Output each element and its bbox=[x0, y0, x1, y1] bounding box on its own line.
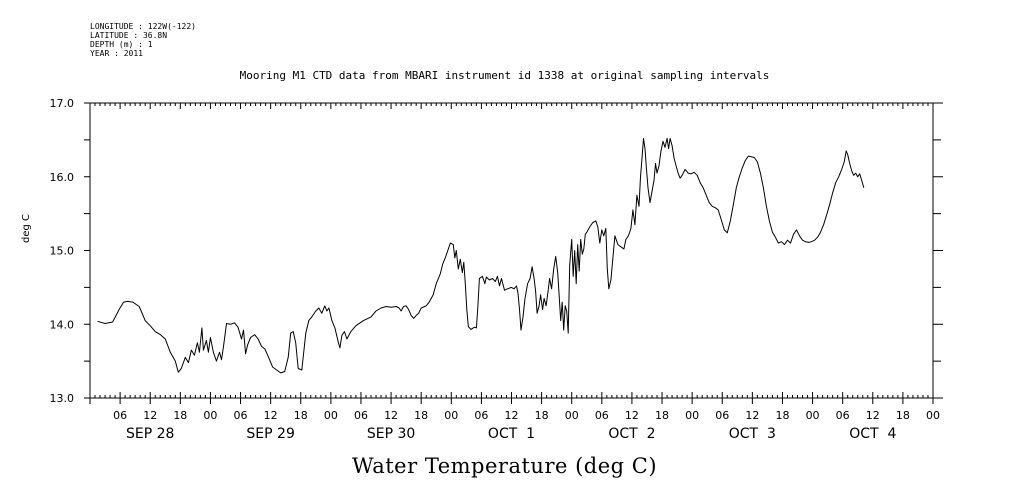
x-day-label: OCT 4 bbox=[849, 426, 896, 442]
x-tick-label: 12 bbox=[505, 409, 519, 422]
x-tick-label: 06 bbox=[474, 409, 488, 422]
x-tick-label: 00 bbox=[444, 409, 458, 422]
x-day-label: SEP 28 bbox=[126, 426, 174, 442]
x-tick-label: 06 bbox=[595, 409, 609, 422]
x-tick-label: 00 bbox=[324, 409, 338, 422]
x-tick-label: 06 bbox=[715, 409, 729, 422]
depth-label: DEPTH (m) : 1 bbox=[90, 40, 153, 49]
x-tick-label: 00 bbox=[926, 409, 940, 422]
x-tick-label: 00 bbox=[685, 409, 699, 422]
x-tick-label: 18 bbox=[294, 409, 308, 422]
data-layer bbox=[97, 137, 865, 374]
x-tick-label: 00 bbox=[203, 409, 217, 422]
x-tick-label: 18 bbox=[655, 409, 669, 422]
longitude-label: LONGITUDE : 122W(-122) bbox=[90, 22, 196, 31]
chart-bottom-title: Water Temperature (deg C) bbox=[351, 454, 658, 478]
x-tick-label: 06 bbox=[234, 409, 248, 422]
x-day-label: OCT 3 bbox=[729, 426, 776, 442]
y-tick-label: 14.0 bbox=[50, 318, 75, 331]
x-day-label: SEP 29 bbox=[246, 426, 294, 442]
x-tick-label: 00 bbox=[806, 409, 820, 422]
plot-frame bbox=[89, 102, 934, 399]
year-label: YEAR : 2011 bbox=[90, 49, 143, 58]
axes-layer: 06 12 18 00 06 12 18 00 06 12 18 00 06 12 18 00 06 12 18 00… bbox=[50, 97, 943, 442]
x-day-label: OCT 1 bbox=[488, 426, 535, 442]
x-tick-label: 06 bbox=[836, 409, 850, 422]
x-tick-label: 18 bbox=[535, 409, 549, 422]
x-day-label: OCT 2 bbox=[608, 426, 655, 442]
x-tick-label: 06 bbox=[113, 409, 127, 422]
x-tick-label: 18 bbox=[775, 409, 789, 422]
x-tick-label: 00 bbox=[565, 409, 579, 422]
y-tick-label: 15.0 bbox=[50, 245, 75, 258]
x-tick-label: 18 bbox=[173, 409, 187, 422]
y-tick-label: 17.0 bbox=[50, 97, 75, 110]
x-tick-label: 12 bbox=[143, 409, 157, 422]
x-tick-label: 12 bbox=[625, 409, 639, 422]
x-day-label: SEP 30 bbox=[367, 426, 415, 442]
x-tick-label: 06 bbox=[354, 409, 368, 422]
x-tick-label: 12 bbox=[384, 409, 398, 422]
y-tick-label: 13.0 bbox=[50, 392, 75, 405]
x-tick-label: 18 bbox=[414, 409, 428, 422]
x-tick-label: 12 bbox=[866, 409, 880, 422]
latitude-label: LATITUDE : 36.8N bbox=[90, 31, 168, 40]
series-line bbox=[97, 137, 865, 374]
x-tick-label: 18 bbox=[896, 409, 910, 422]
chart-title: Mooring M1 CTD data from MBARI instrumen… bbox=[239, 69, 770, 82]
x-tick-label: 12 bbox=[264, 409, 278, 422]
y-tick-label: 16.0 bbox=[50, 171, 75, 184]
x-tick-label: 12 bbox=[745, 409, 759, 422]
